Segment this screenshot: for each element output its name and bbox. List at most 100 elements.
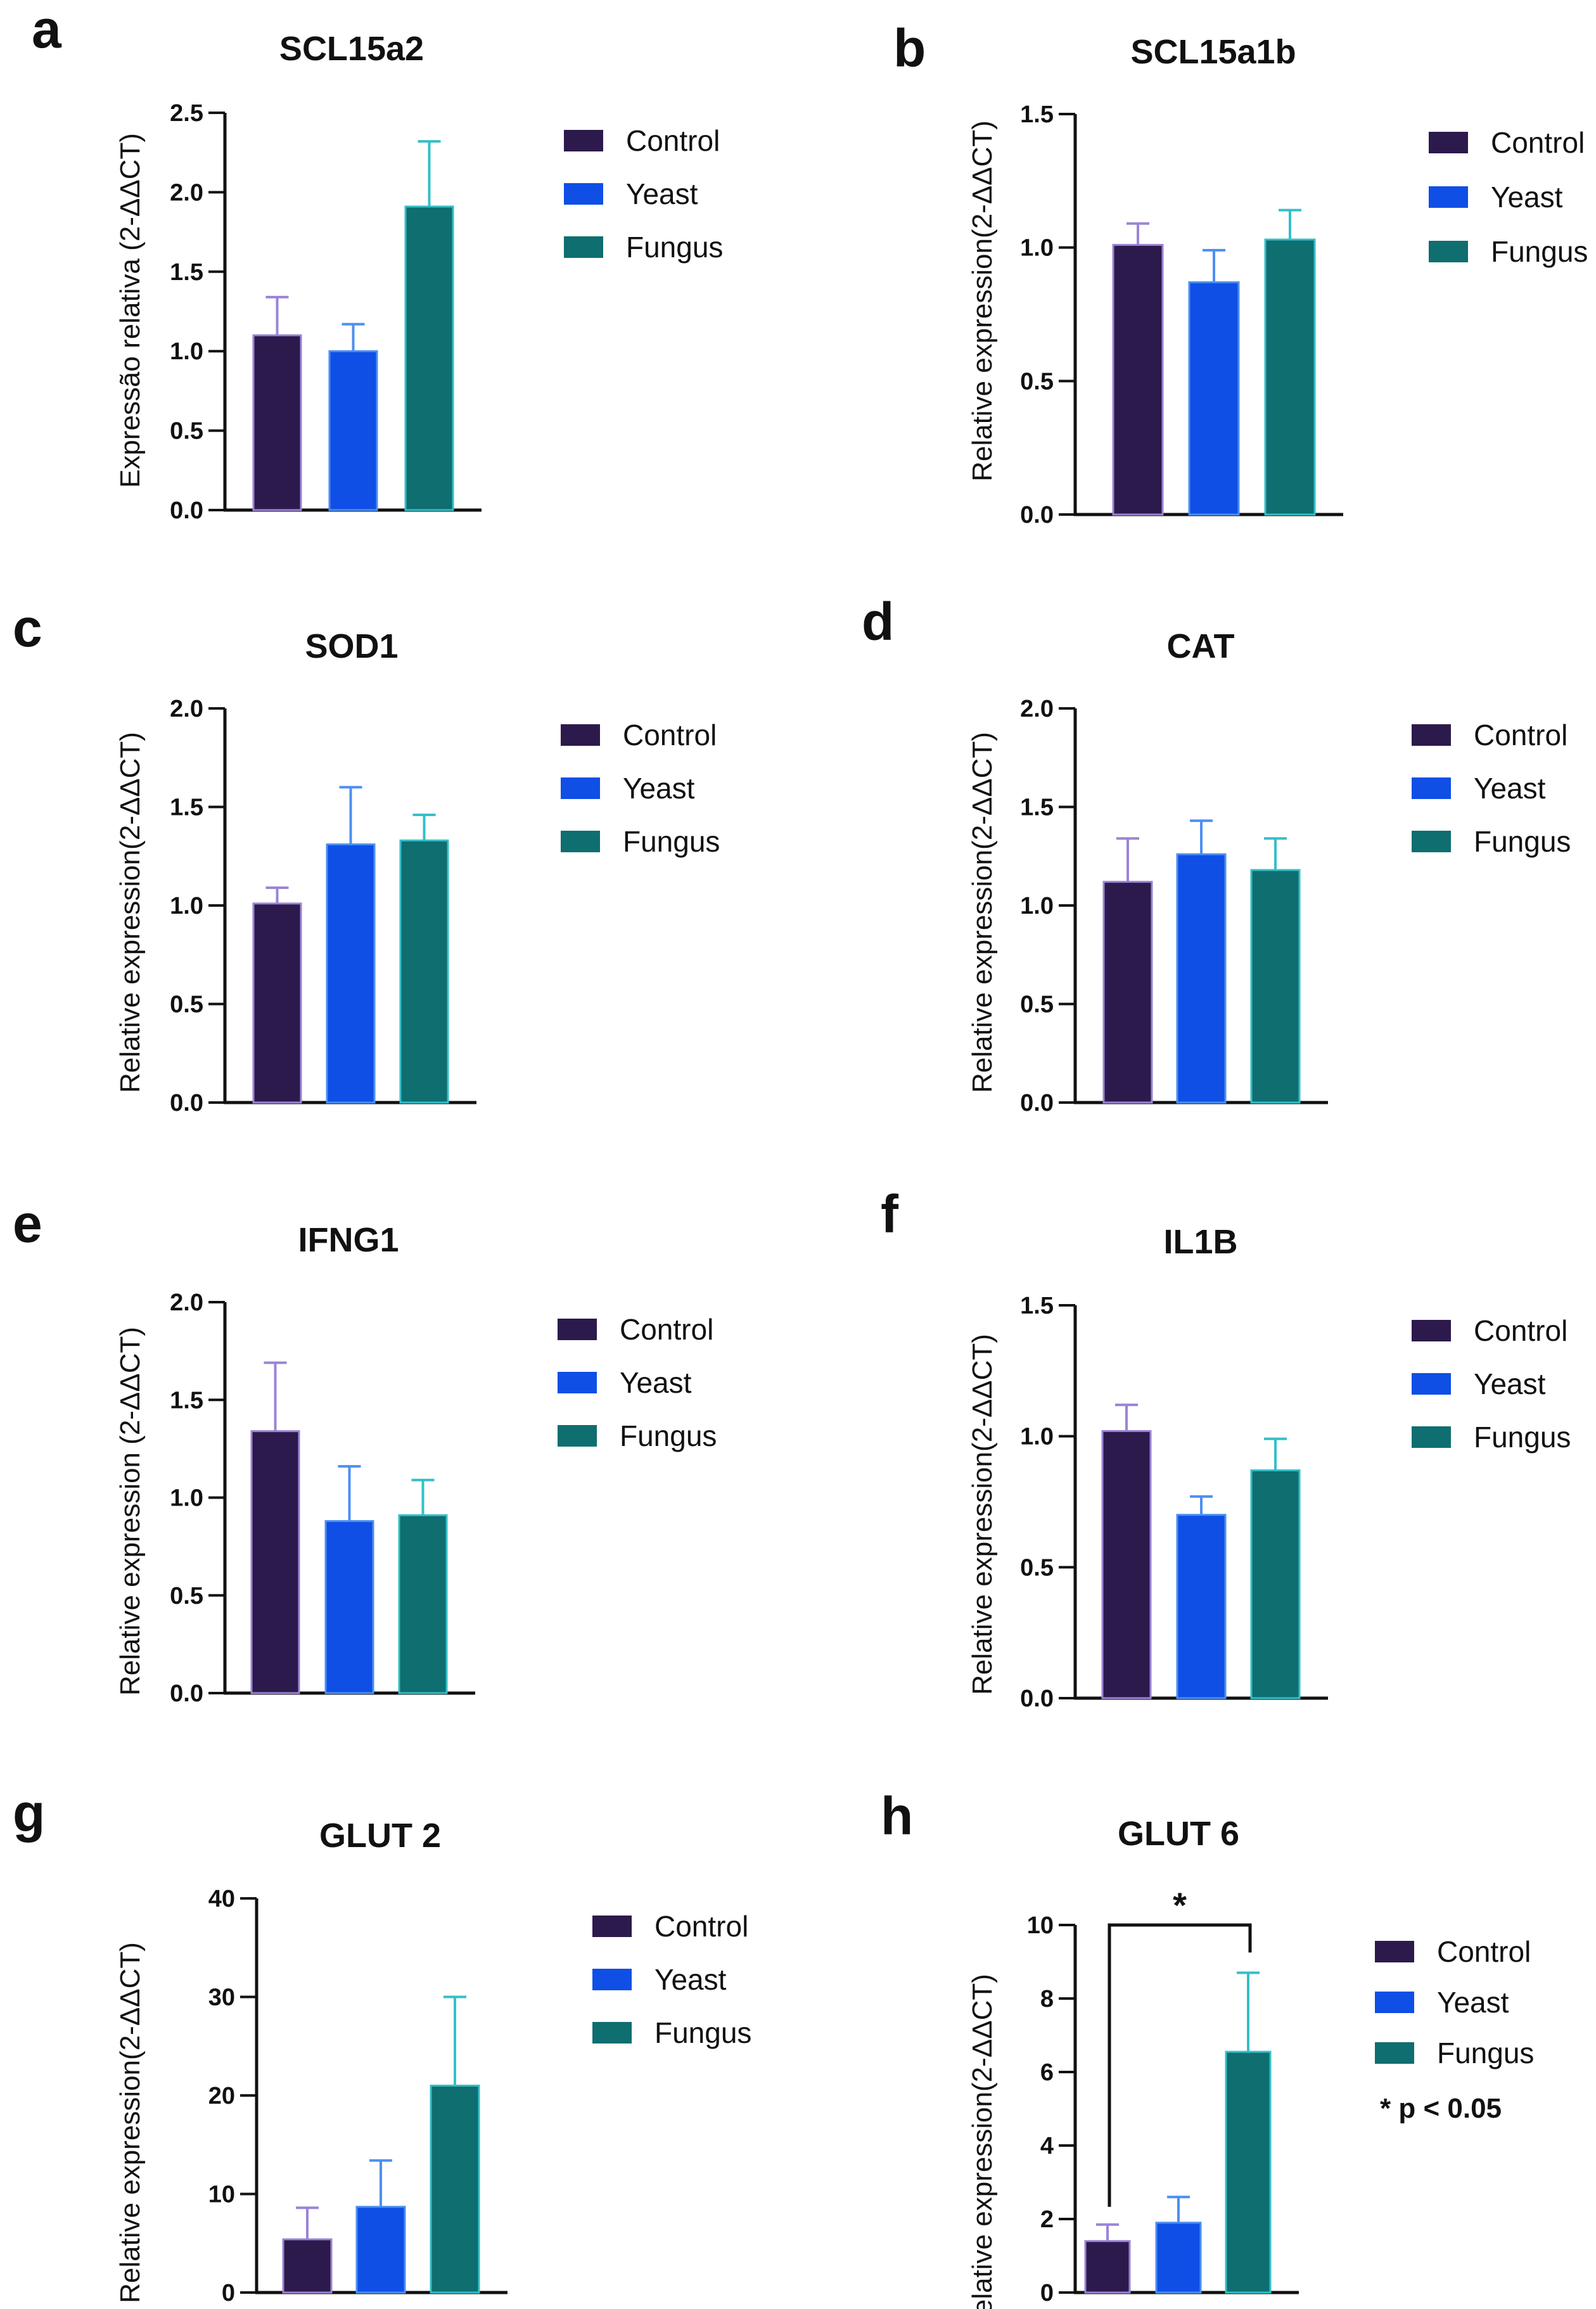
- y-tick-label-f-2: 1.0: [1020, 1424, 1054, 1450]
- y-tick-label-g-3: 30: [208, 1985, 235, 2011]
- y-tick-label-c-2: 1.0: [170, 893, 203, 919]
- bar-f-control: [1101, 1430, 1152, 1699]
- legend-label-a-yeast: Yeast: [626, 177, 698, 210]
- legend-label-g-control: Control: [654, 1910, 748, 1943]
- chart-title-d: CAT: [1167, 627, 1235, 665]
- legend-label-e-control: Control: [620, 1313, 713, 1346]
- bar-a-control: [252, 334, 302, 511]
- y-tick-label-g-0: 0: [222, 2280, 235, 2306]
- bar-e-yeast: [324, 1520, 374, 1694]
- panel-letter-b: b: [893, 18, 926, 78]
- y-tick-label-c-0: 0.0: [170, 1090, 203, 1116]
- bar-b-fungus: [1264, 238, 1316, 516]
- y-tick-label-g-1: 10: [208, 2182, 235, 2208]
- y-axis-label-a: Expressão relativa (2-ΔΔCT): [115, 133, 146, 488]
- y-tick-label-h-1: 2: [1040, 2206, 1054, 2233]
- legend-swatch-e-control: [558, 1319, 597, 1340]
- chart-title-a: SCL15a2: [279, 30, 424, 68]
- y-tick-label-a-5: 2.5: [170, 100, 203, 127]
- y-tick-label-g-4: 40: [208, 1886, 235, 1912]
- y-axis-label-c: Relative expression(2-ΔΔCT): [115, 732, 146, 1093]
- bar-c-fungus: [399, 839, 449, 1104]
- legend-label-e-yeast: Yeast: [620, 1366, 692, 1399]
- legend-swatch-a-control: [564, 130, 603, 151]
- legend-label-a-fungus: Fungus: [626, 231, 723, 264]
- y-tick-label-b-1: 0.5: [1020, 368, 1054, 395]
- legend-swatch-g-yeast: [592, 1969, 632, 1990]
- y-axis-label-b: Relative expression(2-ΔΔCT): [967, 120, 998, 482]
- y-tick-label-e-1: 0.5: [170, 1583, 203, 1609]
- legend-swatch-b-yeast: [1429, 186, 1468, 208]
- y-tick-label-f-0: 0.0: [1020, 1685, 1054, 1712]
- chart-title-h: GLUT 6: [1118, 1815, 1239, 1853]
- bar-f-fungus: [1250, 1469, 1301, 1699]
- legend-label-h-control: Control: [1437, 1935, 1531, 1968]
- legend-label-a-control: Control: [626, 124, 720, 157]
- y-tick-label-d-4: 2.0: [1020, 696, 1054, 722]
- significance-star-h: *: [1173, 1885, 1187, 1925]
- legend-label-c-control: Control: [623, 719, 717, 752]
- legend-swatch-e-fungus: [558, 1425, 597, 1447]
- bar-h-yeast: [1155, 2222, 1202, 2294]
- y-tick-label-a-0: 0.0: [170, 497, 203, 524]
- panel-letter-c: c: [13, 598, 42, 658]
- y-axis-label-f: Relative expression(2-ΔΔCT): [967, 1334, 998, 1695]
- bar-h-control: [1084, 2240, 1131, 2294]
- legend-label-b-yeast: Yeast: [1491, 181, 1563, 214]
- y-tick-label-h-4: 8: [1040, 1986, 1054, 2012]
- y-tick-label-a-2: 1.0: [170, 338, 203, 365]
- legend-swatch-b-fungus: [1429, 241, 1468, 262]
- y-tick-label-b-2: 1.0: [1020, 235, 1054, 262]
- bar-g-yeast: [355, 2206, 406, 2294]
- bar-g-fungus: [430, 2084, 480, 2294]
- bar-a-fungus: [404, 205, 454, 511]
- y-tick-label-f-1: 0.5: [1020, 1554, 1054, 1581]
- legend-label-g-fungus: Fungus: [654, 2016, 751, 2049]
- significance-note-h: * p < 0.05: [1380, 2093, 1502, 2124]
- legend-swatch-a-fungus: [564, 236, 603, 258]
- chart-title-b: SCL15a1b: [1130, 33, 1296, 71]
- y-tick-label-f-3: 1.5: [1020, 1293, 1054, 1319]
- y-tick-label-e-3: 1.5: [170, 1387, 203, 1414]
- legend-swatch-h-yeast: [1375, 1992, 1414, 2013]
- legend-swatch-h-fungus: [1375, 2042, 1414, 2064]
- legend-swatch-d-fungus: [1412, 831, 1451, 852]
- chart-title-c: SOD1: [305, 627, 398, 665]
- panel-letter-e: e: [13, 1194, 42, 1253]
- panel-letter-g: g: [13, 1783, 45, 1843]
- bar-e-control: [250, 1430, 300, 1694]
- legend-swatch-b-control: [1429, 132, 1468, 153]
- y-axis-label-g: Relative expression(2-ΔΔCT): [115, 1942, 146, 2303]
- legend-swatch-f-yeast: [1412, 1373, 1451, 1395]
- y-tick-label-d-1: 0.5: [1020, 992, 1054, 1018]
- y-tick-label-d-3: 1.5: [1020, 795, 1054, 821]
- legend-label-g-yeast: Yeast: [654, 1963, 727, 1996]
- y-tick-label-a-1: 0.5: [170, 418, 203, 445]
- legend-label-f-fungus: Fungus: [1474, 1421, 1571, 1454]
- y-tick-label-d-2: 1.0: [1020, 893, 1054, 919]
- bar-d-control: [1102, 881, 1153, 1104]
- y-tick-label-b-0: 0.0: [1020, 502, 1054, 528]
- bar-c-control: [252, 902, 302, 1104]
- legend-label-f-control: Control: [1474, 1314, 1567, 1347]
- legend-label-f-yeast: Yeast: [1474, 1367, 1546, 1400]
- legend-swatch-c-control: [561, 724, 600, 746]
- y-tick-label-e-2: 1.0: [170, 1485, 203, 1512]
- legend-swatch-a-yeast: [564, 183, 603, 205]
- legend-label-e-fungus: Fungus: [620, 1419, 717, 1452]
- legend-label-h-yeast: Yeast: [1437, 1986, 1509, 2019]
- y-axis-label-d: Relative expression(2-ΔΔCT): [967, 732, 998, 1093]
- legend-label-b-fungus: Fungus: [1491, 235, 1588, 268]
- bar-d-yeast: [1176, 853, 1227, 1104]
- y-tick-label-e-4: 2.0: [170, 1289, 203, 1316]
- panel-letter-a: a: [32, 0, 62, 59]
- legend-label-b-control: Control: [1491, 126, 1585, 159]
- legend-label-c-yeast: Yeast: [623, 772, 695, 805]
- legend-swatch-f-control: [1412, 1320, 1451, 1341]
- legend-swatch-c-fungus: [561, 831, 600, 852]
- legend-swatch-g-control: [592, 1916, 632, 1937]
- bar-f-yeast: [1176, 1514, 1227, 1699]
- y-tick-label-a-4: 2.0: [170, 179, 203, 206]
- legend-swatch-e-yeast: [558, 1372, 597, 1393]
